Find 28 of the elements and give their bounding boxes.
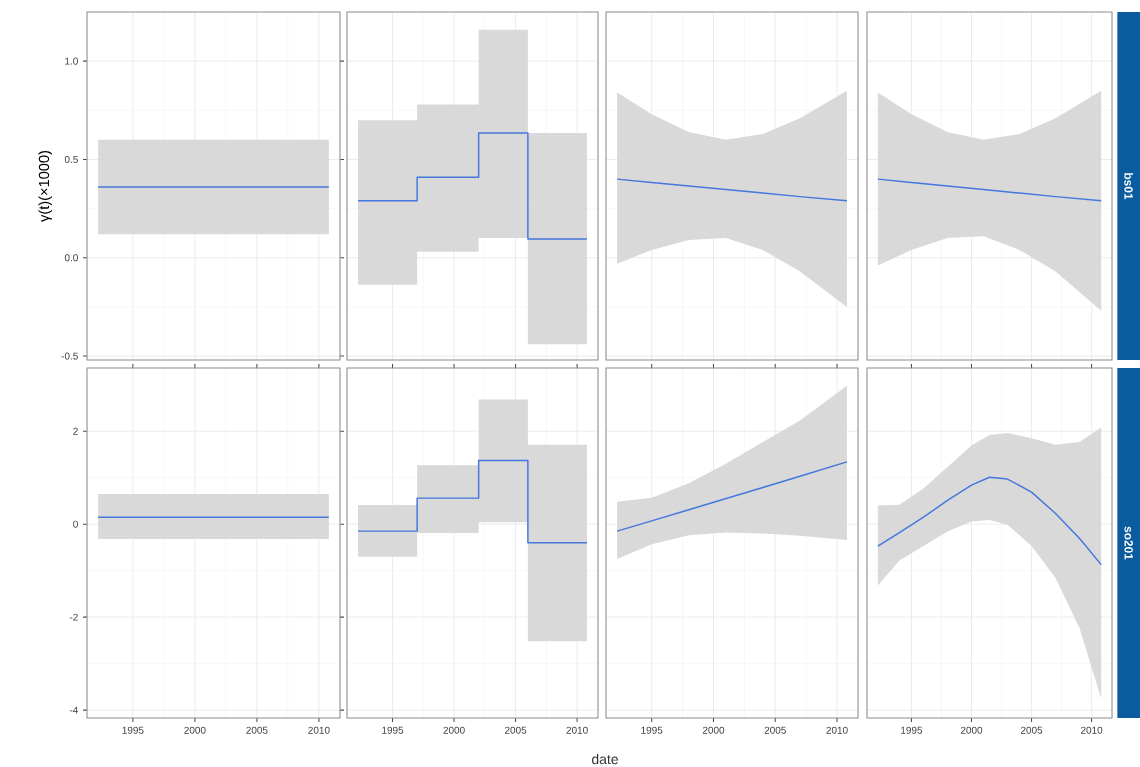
- x-tick-label: 2000: [702, 726, 725, 734]
- x-tick-label: 1995: [122, 726, 144, 734]
- x-tick-label: 1995: [382, 726, 404, 734]
- text: bs01: [1124, 173, 1134, 200]
- x-tick-label: 2010: [1081, 726, 1103, 734]
- x-tick-label: 2000: [960, 726, 983, 734]
- x-tick-label: 2005: [246, 726, 268, 734]
- y-tick-label: 1.0: [65, 57, 78, 65]
- x-tick-label: 2005: [504, 726, 527, 734]
- y-tick-label: 0.0: [64, 254, 78, 262]
- y-tick-label: -2: [69, 613, 78, 621]
- x-axis-title: date: [592, 753, 618, 765]
- text: so201: [1124, 526, 1133, 560]
- y-tick-label: 0: [73, 520, 78, 528]
- x-tick-label: 2000: [184, 726, 206, 734]
- y-tick-label: -4: [69, 706, 79, 714]
- y-tick-label: 2: [73, 427, 78, 435]
- x-tick-label: 2010: [826, 726, 848, 734]
- x-tick-label: 1995: [641, 726, 663, 734]
- x-tick-label: 2005: [764, 726, 786, 734]
- x-tick-label: 2000: [443, 726, 465, 734]
- y-tick-label: 0.5: [64, 155, 78, 163]
- x-tick-label: 2005: [1020, 726, 1043, 734]
- x-tick-label: 2010: [566, 726, 588, 734]
- x-tick-label: 1995: [901, 726, 923, 734]
- y-tick-label: -0.5: [61, 352, 78, 360]
- y-axis-title: γ(t)(×1000): [38, 150, 53, 222]
- x-tick-label: 2010: [308, 726, 330, 734]
